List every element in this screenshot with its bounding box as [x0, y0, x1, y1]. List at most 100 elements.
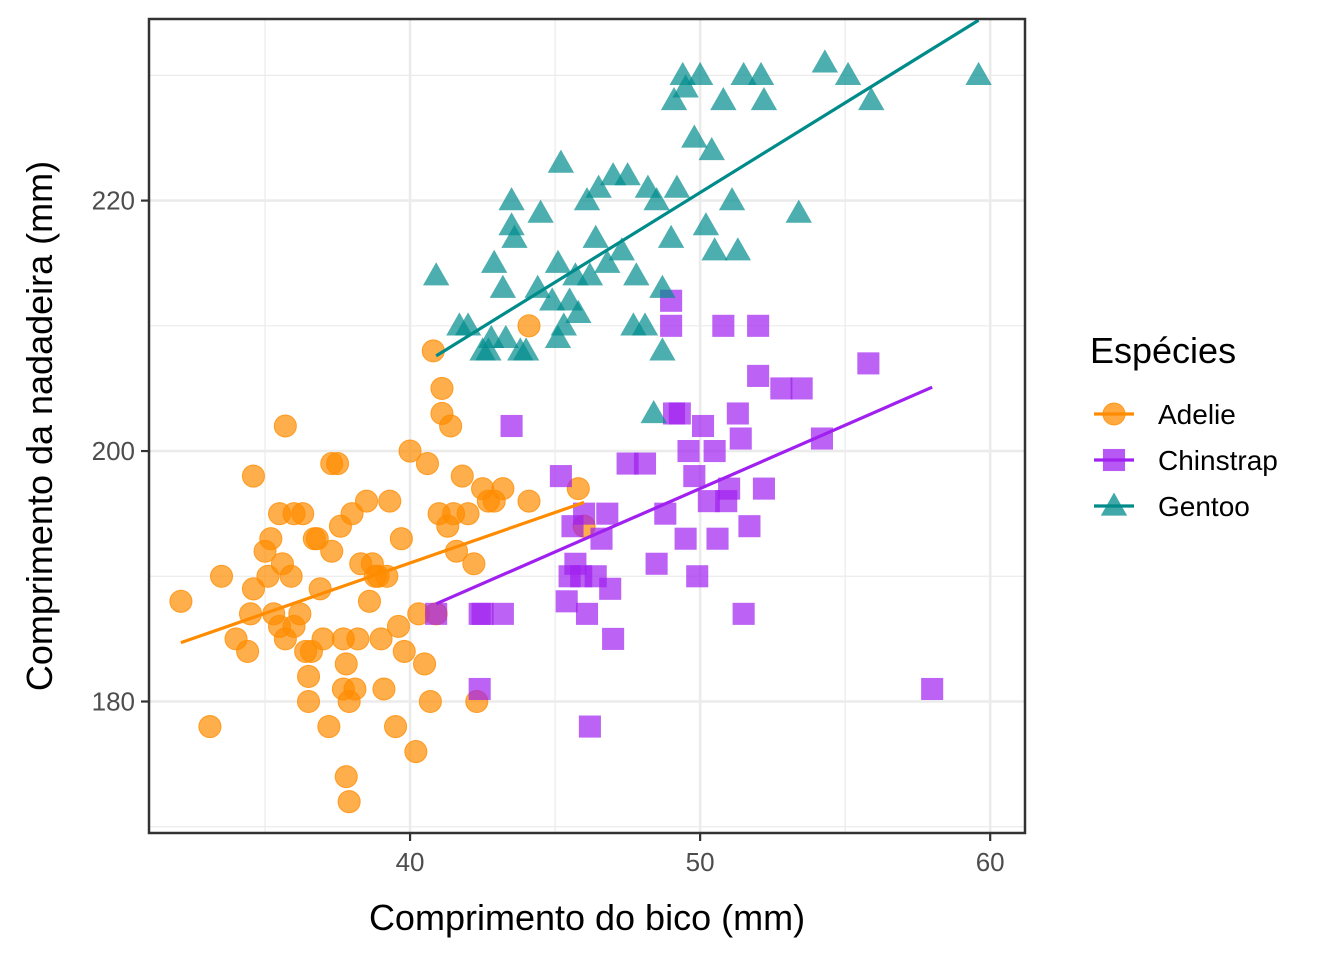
data-point-chinstrap	[732, 602, 755, 625]
data-point-adelie	[462, 552, 486, 576]
data-point-adelie	[378, 489, 402, 513]
data-point-adelie	[241, 464, 265, 488]
data-point-adelie	[279, 564, 303, 588]
data-point-gentoo	[608, 237, 635, 261]
data-point-gentoo	[649, 337, 676, 361]
data-point-gentoo	[692, 212, 720, 236]
series-layer	[169, 49, 992, 814]
data-point-adelie	[291, 502, 315, 526]
data-point-chinstrap	[491, 602, 514, 625]
legend-label: Gentoo	[1158, 491, 1250, 522]
data-point-adelie	[421, 339, 445, 363]
data-point-chinstrap	[599, 577, 622, 600]
data-point-adelie	[430, 376, 454, 400]
data-point-gentoo	[492, 324, 519, 349]
data-point-gentoo	[498, 187, 525, 211]
data-point-gentoo	[663, 174, 691, 198]
data-point-gentoo	[544, 249, 572, 273]
legend-label: Adelie	[1158, 399, 1236, 430]
data-point-adelie	[236, 639, 260, 663]
data-point-gentoo	[858, 86, 885, 111]
data-point-adelie	[369, 627, 393, 651]
data-point-adelie	[259, 527, 283, 551]
data-point-gentoo	[660, 86, 688, 111]
data-point-chinstrap	[500, 414, 523, 438]
data-point-chinstrap	[573, 502, 596, 525]
data-point-gentoo	[565, 299, 592, 323]
legend-marker	[1100, 492, 1128, 516]
data-point-chinstrap	[738, 515, 761, 538]
data-point-gentoo	[573, 187, 601, 211]
data-point-adelie	[343, 677, 367, 701]
data-point-adelie	[311, 627, 335, 651]
data-point-chinstrap	[633, 452, 657, 475]
data-point-adelie	[398, 439, 422, 463]
data-point-chinstrap	[747, 364, 770, 387]
data-point-gentoo	[623, 262, 650, 286]
data-point-gentoo	[614, 162, 641, 186]
data-point-gentoo	[698, 137, 725, 161]
data-point-gentoo	[547, 149, 575, 173]
data-point-chinstrap	[706, 527, 729, 550]
data-point-gentoo	[701, 237, 728, 261]
series-adelie	[169, 314, 596, 814]
data-point-adelie	[355, 489, 379, 513]
data-point-gentoo	[710, 86, 737, 111]
series-gentoo	[422, 49, 992, 424]
data-point-chinstrap	[471, 602, 494, 625]
data-point-gentoo	[594, 249, 621, 273]
data-point-gentoo	[475, 337, 502, 361]
series-chinstrap	[425, 289, 944, 738]
legend-title: Espécies	[1090, 330, 1236, 371]
major-gridlines	[149, 19, 1025, 833]
data-point-chinstrap	[712, 314, 735, 337]
data-point-gentoo	[527, 199, 554, 223]
data-point-gentoo	[544, 324, 572, 349]
data-point-chinstrap	[703, 440, 726, 463]
data-point-chinstrap	[718, 477, 741, 500]
data-point-adelie	[439, 414, 463, 438]
data-point-adelie	[337, 790, 361, 814]
legend-item-adelie: Adelie	[1094, 399, 1236, 430]
data-point-chinstrap	[425, 602, 448, 625]
y-axis-title: Comprimento da nadadeira (mm)	[19, 161, 60, 691]
data-point-adelie	[296, 664, 321, 689]
data-point-chinstrap	[616, 452, 639, 475]
data-point-adelie	[404, 740, 428, 764]
data-point-chinstrap	[857, 352, 880, 375]
data-point-adelie	[372, 677, 396, 701]
data-point-adelie	[326, 452, 350, 476]
legend-items: Adelie Chinstrap Gentoo	[1094, 399, 1278, 522]
data-point-chinstrap	[555, 590, 578, 613]
legend-item-gentoo: Gentoo	[1094, 491, 1250, 522]
data-point-chinstrap	[729, 427, 752, 450]
data-point-chinstrap	[468, 677, 491, 701]
data-point-adelie	[317, 715, 341, 739]
data-point-gentoo	[582, 224, 609, 248]
data-point-chinstrap	[575, 602, 599, 625]
x-tick-label: 60	[976, 847, 1005, 877]
y-tick-label: 220	[92, 186, 135, 216]
data-point-chinstrap	[790, 377, 813, 400]
data-point-gentoo	[539, 287, 566, 311]
trend-line-adelie	[180, 500, 585, 645]
data-point-chinstrap	[578, 715, 601, 738]
data-point-adelie	[566, 477, 590, 501]
x-axis-title: Comprimento do bico (mm)	[369, 897, 805, 938]
data-point-gentoo	[747, 61, 775, 86]
legend-marker	[1102, 402, 1126, 426]
data-point-gentoo	[750, 86, 778, 111]
data-point-chinstrap	[596, 502, 619, 525]
data-point-adelie	[418, 689, 442, 714]
data-point-adelie	[169, 589, 193, 613]
data-point-gentoo	[550, 312, 577, 336]
trend-line-gentoo	[435, 18, 980, 358]
data-point-chinstrap	[668, 402, 691, 425]
data-point-chinstrap	[921, 677, 944, 701]
data-point-gentoo	[657, 224, 685, 248]
data-point-adelie	[273, 414, 297, 438]
data-point-gentoo	[672, 74, 699, 98]
axis-ticks: 40 50 60 180 200 220	[92, 186, 1005, 877]
data-point-gentoo	[669, 61, 696, 86]
